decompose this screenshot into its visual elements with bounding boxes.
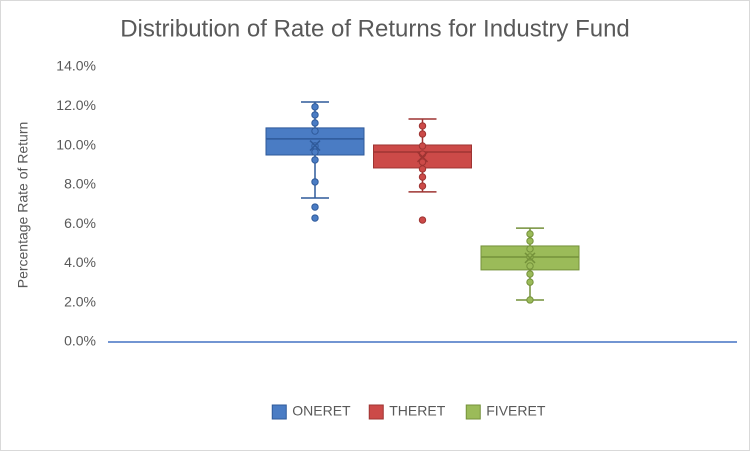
y-tick-label: 12.0% [56, 97, 96, 113]
y-tick-label: 8.0% [64, 176, 96, 192]
mean-marker [524, 252, 536, 264]
legend-swatch [271, 404, 287, 420]
data-point [526, 230, 534, 238]
legend-label: ONERET [292, 403, 351, 419]
data-point [311, 111, 319, 119]
data-point [311, 214, 319, 222]
legend-label: THERET [389, 403, 445, 419]
data-point [526, 237, 534, 245]
y-tick-label: 2.0% [64, 293, 96, 309]
data-point [418, 130, 427, 138]
y-tick-label: 14.0% [56, 58, 96, 74]
mean-marker [416, 151, 429, 163]
data-point [418, 173, 427, 181]
data-point [311, 178, 319, 186]
data-point [526, 296, 534, 304]
legend-swatch [465, 404, 481, 420]
y-tick-label: 0.0% [64, 333, 96, 349]
data-point [418, 165, 427, 173]
box-series [373, 118, 472, 224]
data-point [311, 156, 319, 164]
data-point [526, 262, 534, 270]
chart-title: Distribution of Rate of Returns for Indu… [120, 15, 630, 42]
mean-marker [309, 140, 321, 152]
y-tick-label: 4.0% [64, 254, 96, 270]
data-point [311, 127, 319, 135]
data-point [526, 270, 534, 278]
data-point [418, 216, 427, 224]
data-point [311, 103, 319, 111]
data-point [418, 122, 427, 130]
data-point [311, 148, 319, 156]
box-series [480, 227, 580, 304]
data-point [311, 203, 319, 211]
y-tick-label: 6.0% [64, 215, 96, 231]
data-point [418, 182, 427, 190]
box-series [265, 101, 365, 222]
data-point [418, 142, 427, 150]
y-axis-label: Percentage Rate of Return [15, 122, 31, 289]
legend-label: FIVERET [486, 403, 546, 419]
data-point [311, 119, 319, 127]
data-point [526, 278, 534, 286]
legend-swatch [368, 404, 384, 420]
data-point [526, 245, 534, 253]
y-tick-label: 10.0% [56, 136, 96, 152]
